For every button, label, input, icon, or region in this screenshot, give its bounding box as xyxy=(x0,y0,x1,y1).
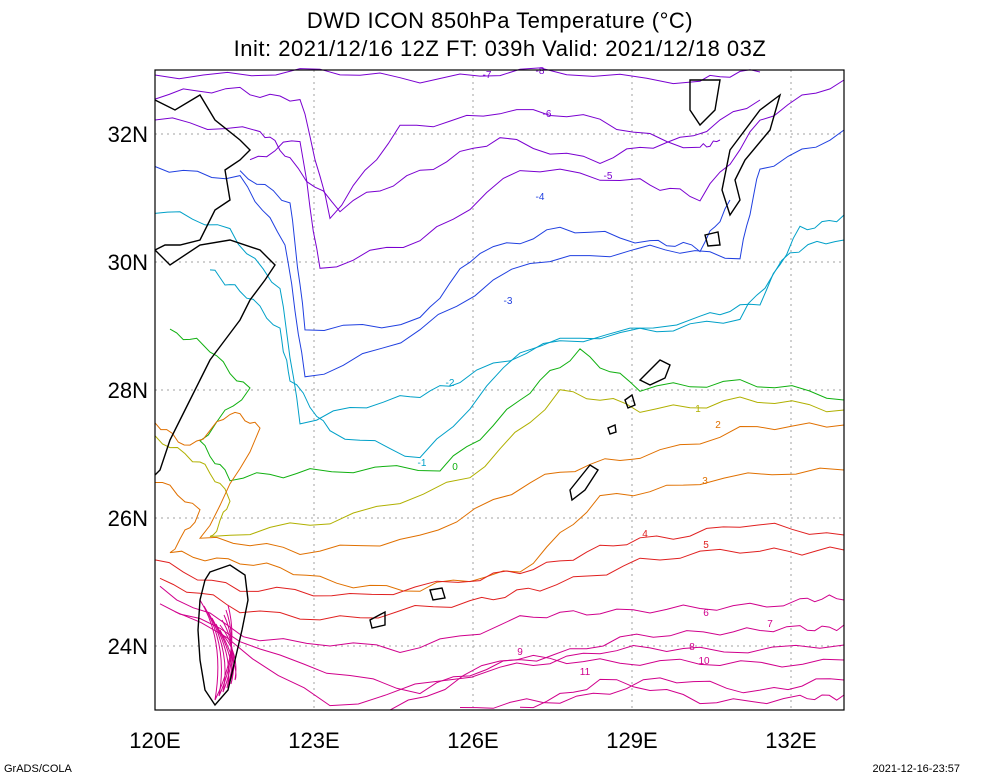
contour-label: -8 xyxy=(536,66,545,77)
contour-line xyxy=(389,654,845,711)
coastline xyxy=(704,231,721,247)
y-tick-label: 28N xyxy=(108,378,148,403)
coastline xyxy=(429,587,446,601)
y-tick-label: 24N xyxy=(108,634,148,659)
x-tick-label: 120E xyxy=(129,728,180,753)
contour-line xyxy=(154,129,845,378)
contour-line xyxy=(154,67,761,85)
contour-line xyxy=(199,599,233,701)
contour-label: 8 xyxy=(689,642,695,653)
contour-line xyxy=(211,617,233,689)
x-tick-label: 132E xyxy=(765,728,816,753)
contour-line xyxy=(159,603,845,695)
coastline xyxy=(624,393,636,409)
contour-line xyxy=(207,611,233,693)
contour-labels: -8 -7 -6 -5 -4 -3 -2 -1 0 1 2 3 4 5 6 7 8 9 10 11 xyxy=(418,66,774,678)
contour-label: 11 xyxy=(580,667,591,678)
contour-label: 10 xyxy=(698,656,710,667)
y-tick-label: 32N xyxy=(108,122,148,147)
contour-label: -3 xyxy=(504,296,513,307)
contour-line xyxy=(155,467,845,592)
coastline xyxy=(154,94,251,251)
footer-timestamp: 2021-12-16-23:57 xyxy=(872,763,960,775)
coastline xyxy=(197,564,249,707)
footer-software: GrADS/COLA xyxy=(4,763,72,775)
contour-label: -4 xyxy=(536,192,545,203)
contour-label: 7 xyxy=(767,619,773,630)
coastline xyxy=(607,423,617,435)
contour-line xyxy=(154,99,761,213)
x-tick-label: 123E xyxy=(288,728,339,753)
contour-line xyxy=(174,611,845,707)
contour-label: -6 xyxy=(543,109,552,120)
coastlines xyxy=(154,79,782,707)
contour-label: 3 xyxy=(702,476,708,487)
contour-label: 1 xyxy=(695,404,701,415)
coastline xyxy=(638,359,671,386)
contour-line xyxy=(249,79,845,269)
contour-line xyxy=(154,86,721,220)
contour-label: 9 xyxy=(517,647,523,658)
map-subtitle: Init: 2021/12/16 12Z FT: 039h Valid: 202… xyxy=(233,36,767,61)
map-frame xyxy=(154,69,845,711)
contour-line xyxy=(215,623,235,685)
contour-line xyxy=(203,605,233,697)
contour-line xyxy=(239,170,731,332)
contour-lines xyxy=(154,67,845,711)
contour-label: 2 xyxy=(715,420,721,431)
contour-line xyxy=(154,411,845,556)
contour-line xyxy=(154,522,845,597)
contour-label: -1 xyxy=(418,458,427,469)
x-tick-label: 126E xyxy=(447,728,498,753)
contour-label: 5 xyxy=(703,540,709,551)
x-axis-ticks: 120E 123E 126E 129E 132E xyxy=(129,728,816,753)
contour-line xyxy=(154,389,845,537)
coastline xyxy=(569,464,599,502)
contour-label: -2 xyxy=(446,378,455,389)
contour-label: 6 xyxy=(703,608,709,619)
map-title: DWD ICON 850hPa Temperature (°C) xyxy=(306,8,694,33)
coastline xyxy=(689,79,721,127)
contour-line xyxy=(159,585,845,654)
x-tick-label: 129E xyxy=(606,728,657,753)
y-tick-label: 30N xyxy=(108,250,148,275)
contour-line xyxy=(459,677,845,709)
contour-label: 4 xyxy=(642,529,648,540)
contour-line xyxy=(159,546,845,621)
y-tick-label: 26N xyxy=(108,506,148,531)
contour-line xyxy=(169,328,845,482)
contour-line xyxy=(209,239,845,459)
contour-label: -7 xyxy=(483,70,492,81)
contour-line xyxy=(519,678,845,709)
grid-lines xyxy=(154,70,844,710)
y-axis-ticks: 24N 26N 28N 30N 32N xyxy=(108,122,148,659)
contour-label: -5 xyxy=(604,171,613,182)
coastline xyxy=(369,610,386,629)
coastline xyxy=(154,239,276,476)
coastline xyxy=(721,93,782,217)
contour-line xyxy=(217,629,237,681)
contour-label: 0 xyxy=(452,462,458,473)
